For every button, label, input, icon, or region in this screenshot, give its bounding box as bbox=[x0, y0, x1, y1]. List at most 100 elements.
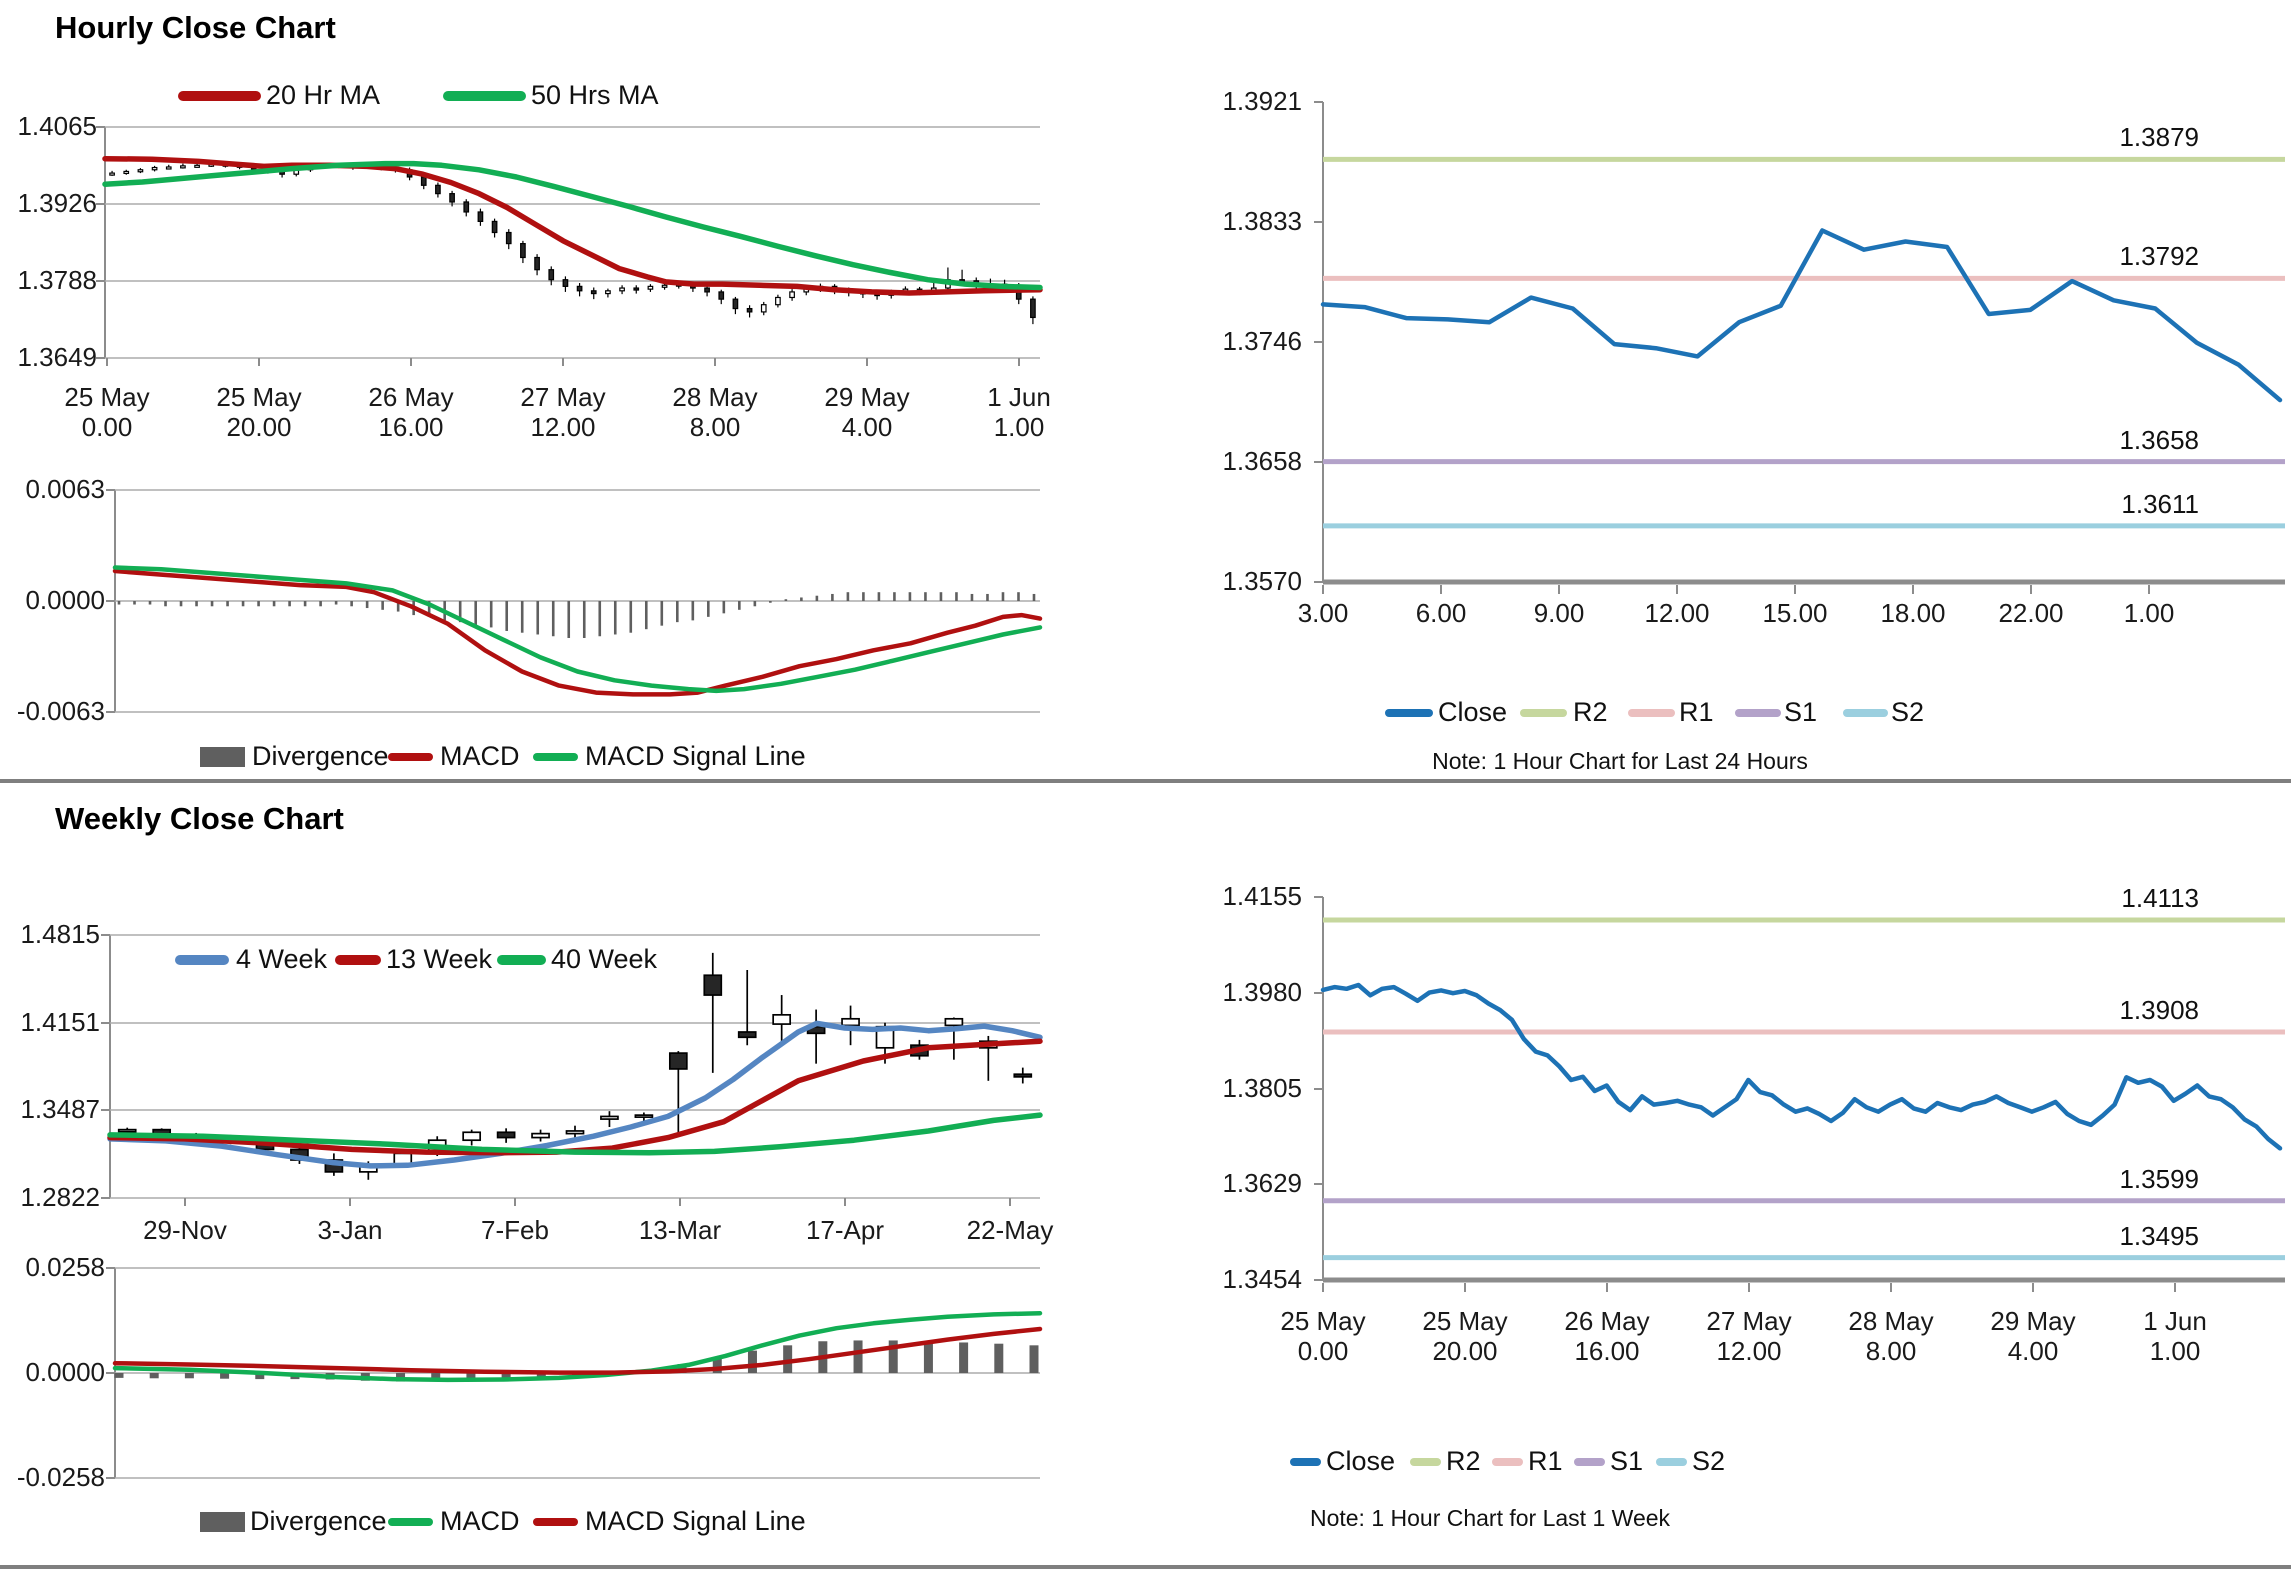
hourly-macd-divergence-bar bbox=[613, 601, 617, 635]
weekly-macd-divergence-bar bbox=[149, 1373, 159, 1379]
weekly-price-candle-body bbox=[1013, 1073, 1033, 1078]
hourly-price-candle-body bbox=[194, 164, 200, 168]
hourly-macd-divergence-bar bbox=[133, 601, 136, 605]
weekly-price-legend-label-13-week: 13 Week bbox=[386, 944, 493, 974]
hourly-sr-level-label-s2: 1.3611 bbox=[2121, 488, 2199, 519]
hourly-sr-x-tick-label: 1.00 bbox=[2123, 598, 2175, 628]
hourly-macd-divergence-bar bbox=[738, 601, 741, 610]
weekly-sr-y-tick-label: 1.3805 bbox=[1222, 1073, 1302, 1103]
hourly-macd-divergence-bar bbox=[226, 601, 229, 607]
weekly-price-x-tick-label: 22-May bbox=[920, 1215, 1100, 1245]
weekly-sr-x-tick-label: 25 May 20.00 bbox=[1375, 1306, 1555, 1366]
weekly-macd-divergence-bar bbox=[888, 1340, 898, 1373]
hourly-sr-x-tick-label: 12.00 bbox=[1644, 598, 1710, 628]
hourly-price-x-tick-label-line: 20.00 bbox=[226, 412, 292, 442]
hourly-macd-divergence-bar bbox=[164, 601, 167, 607]
weekly-price-x-tick-label-line: 29-Nov bbox=[143, 1215, 227, 1245]
hourly-macd-legend-swatch-macd-signal-line bbox=[533, 753, 578, 761]
hourly-sr-legend-swatch-r2 bbox=[1520, 709, 1567, 717]
hourly-price-candle-body bbox=[775, 296, 781, 306]
hourly-macd-line-macd bbox=[112, 568, 1043, 697]
hourly-macd-divergence-bar bbox=[970, 593, 974, 601]
weekly-macd-divergence-bar bbox=[959, 1342, 969, 1373]
weekly-macd-divergence-bar bbox=[255, 1373, 265, 1380]
weekly-sr-level-label-s1: 1.3599 bbox=[2119, 1163, 2199, 1194]
hourly-sr-level-label-r2: 1.3879 bbox=[2119, 122, 2199, 153]
hourly-macd-divergence-bar bbox=[520, 601, 524, 633]
hourly-macd-y-tick-label: -0.0063 bbox=[16, 696, 105, 726]
hourly-price-ma-line-50-hrs-ma bbox=[102, 160, 1043, 291]
hourly-macd-y-tick-label: 0.0063 bbox=[25, 474, 105, 504]
weekly-macd-divergence-bar bbox=[783, 1345, 793, 1373]
hourly-price-legend-swatch-50-hrs-ma bbox=[443, 91, 526, 101]
weekly-price-y-tick-label: 1.3487 bbox=[20, 1094, 100, 1124]
hourly-price-candle-body bbox=[435, 184, 441, 195]
hourly-macd-divergence-bar bbox=[815, 595, 819, 601]
hourly-sr-y-tick-label: 1.3921 bbox=[1222, 86, 1302, 116]
hourly-price-x-tick-label: 28 May 8.00 bbox=[625, 382, 805, 442]
hourly-sr-x-tick-label: 22.00 bbox=[1998, 598, 2064, 628]
hourly-price-candle-body bbox=[633, 287, 640, 291]
weekly-macd-divergence-bar bbox=[220, 1373, 230, 1379]
hourly-price-x-tick-label-line: 28 May bbox=[672, 382, 758, 412]
hourly-price-x-tick-label-line: 26 May bbox=[368, 382, 454, 412]
hourly-section-title: Hourly Close Chart bbox=[55, 10, 336, 45]
weekly-sr-level-label-s2: 1.3495 bbox=[2119, 1220, 2199, 1251]
hourly-sr-level-label-r1: 1.3792 bbox=[2119, 241, 2199, 272]
weekly-sr-legend-swatch-s1 bbox=[1574, 1458, 1605, 1466]
hourly-price-candle-body bbox=[789, 291, 795, 299]
weekly-price-x-tick-label: 17-Apr bbox=[755, 1215, 935, 1245]
hourly-macd-divergence-bar bbox=[629, 601, 633, 633]
hourly-sr-x-tick-label: 6.00 bbox=[1415, 598, 1467, 628]
hourly-sr-legend-label-s2: S2 bbox=[1891, 697, 1925, 727]
weekly-sr-x-tick-label-line: 20.00 bbox=[1432, 1336, 1498, 1366]
hourly-sr-y-tick-label: 1.3570 bbox=[1222, 566, 1302, 596]
weekly-price-candle-body bbox=[565, 1130, 585, 1135]
weekly-sr-legend-label-s2: S2 bbox=[1692, 1446, 1726, 1476]
hourly-macd-divergence-bar bbox=[1032, 593, 1036, 601]
hourly-macd-divergence-bar bbox=[986, 593, 989, 601]
hourly-price-candle-body bbox=[123, 170, 130, 175]
hourly-price-legend-label-50-hrs-ma: 50 Hrs MA bbox=[531, 80, 659, 110]
weekly-price-candle-body bbox=[737, 1031, 757, 1039]
hourly-macd-divergence-bar bbox=[148, 601, 152, 605]
weekly-macd-y-tick-label: -0.0258 bbox=[16, 1462, 105, 1492]
hourly-price-y-tick-label: 1.3926 bbox=[17, 188, 97, 218]
hourly-macd-divergence-bar bbox=[334, 601, 338, 605]
weekly-price-y-tick-label: 1.2822 bbox=[20, 1182, 100, 1212]
weekly-sr-x-tick-label-line: 16.00 bbox=[1574, 1336, 1640, 1366]
hourly-price-x-tick-label-line: 1.00 bbox=[993, 412, 1045, 442]
weekly-macd-y-tick-label: 0.0258 bbox=[25, 1252, 105, 1282]
weekly-price-legend-swatch-4-week bbox=[175, 955, 229, 965]
weekly-sr-y-tick-label: 1.3454 bbox=[1222, 1264, 1302, 1294]
weekly-macd-divergence-bar bbox=[994, 1343, 1004, 1373]
hourly-macd-divergence-bar bbox=[877, 592, 881, 601]
hourly-sr-legend-swatch-close bbox=[1385, 709, 1433, 717]
hourly-macd-legend-swatch-macd bbox=[388, 753, 433, 761]
hourly-price-x-tick-label: 25 May 0.00 bbox=[17, 382, 197, 442]
weekly-macd-legend-swatch-macd bbox=[388, 1518, 433, 1526]
hourly-sr-x-tick-label: 3.00 bbox=[1297, 598, 1349, 628]
weekly-sr-legend-swatch-close bbox=[1290, 1458, 1321, 1466]
hourly-macd-divergence-bar bbox=[396, 601, 400, 612]
weekly-macd-divergence-bar bbox=[712, 1357, 722, 1373]
hourly-price-candle-body bbox=[746, 307, 753, 313]
hourly-price-x-tick-label-line: 1 Jun bbox=[987, 382, 1051, 412]
weekly-sr-y-tick-label: 1.3629 bbox=[1222, 1168, 1302, 1198]
weekly-price-x-tick-label-line: 7-Feb bbox=[481, 1215, 549, 1245]
hourly-macd-divergence-bar bbox=[644, 601, 648, 630]
hourly-price-x-tick-label: 1 Jun 1.00 bbox=[929, 382, 1109, 442]
hourly-macd-divergence-bar bbox=[350, 601, 353, 607]
weekly-sr-x-tick-label-line: 25 May bbox=[1280, 1306, 1366, 1336]
weekly-price-legend-label-40-week: 40 Week bbox=[551, 944, 658, 974]
hourly-macd-divergence-bar bbox=[831, 593, 834, 601]
weekly-price-x-tick-label-line: 17-Apr bbox=[805, 1215, 885, 1245]
hourly-sr-legend-label-close: Close bbox=[1438, 697, 1508, 727]
weekly-macd-divergence-bar bbox=[747, 1350, 757, 1373]
hourly-macd-divergence-bar bbox=[924, 592, 927, 601]
hourly-macd-divergence-bar bbox=[458, 601, 462, 623]
weekly-sr-x-tick-label: 28 May 8.00 bbox=[1801, 1306, 1981, 1366]
hourly-macd-divergence-bar bbox=[846, 592, 850, 601]
hourly-macd-divergence-bar bbox=[582, 601, 586, 638]
weekly-price-legend-swatch-13-week bbox=[335, 955, 381, 965]
